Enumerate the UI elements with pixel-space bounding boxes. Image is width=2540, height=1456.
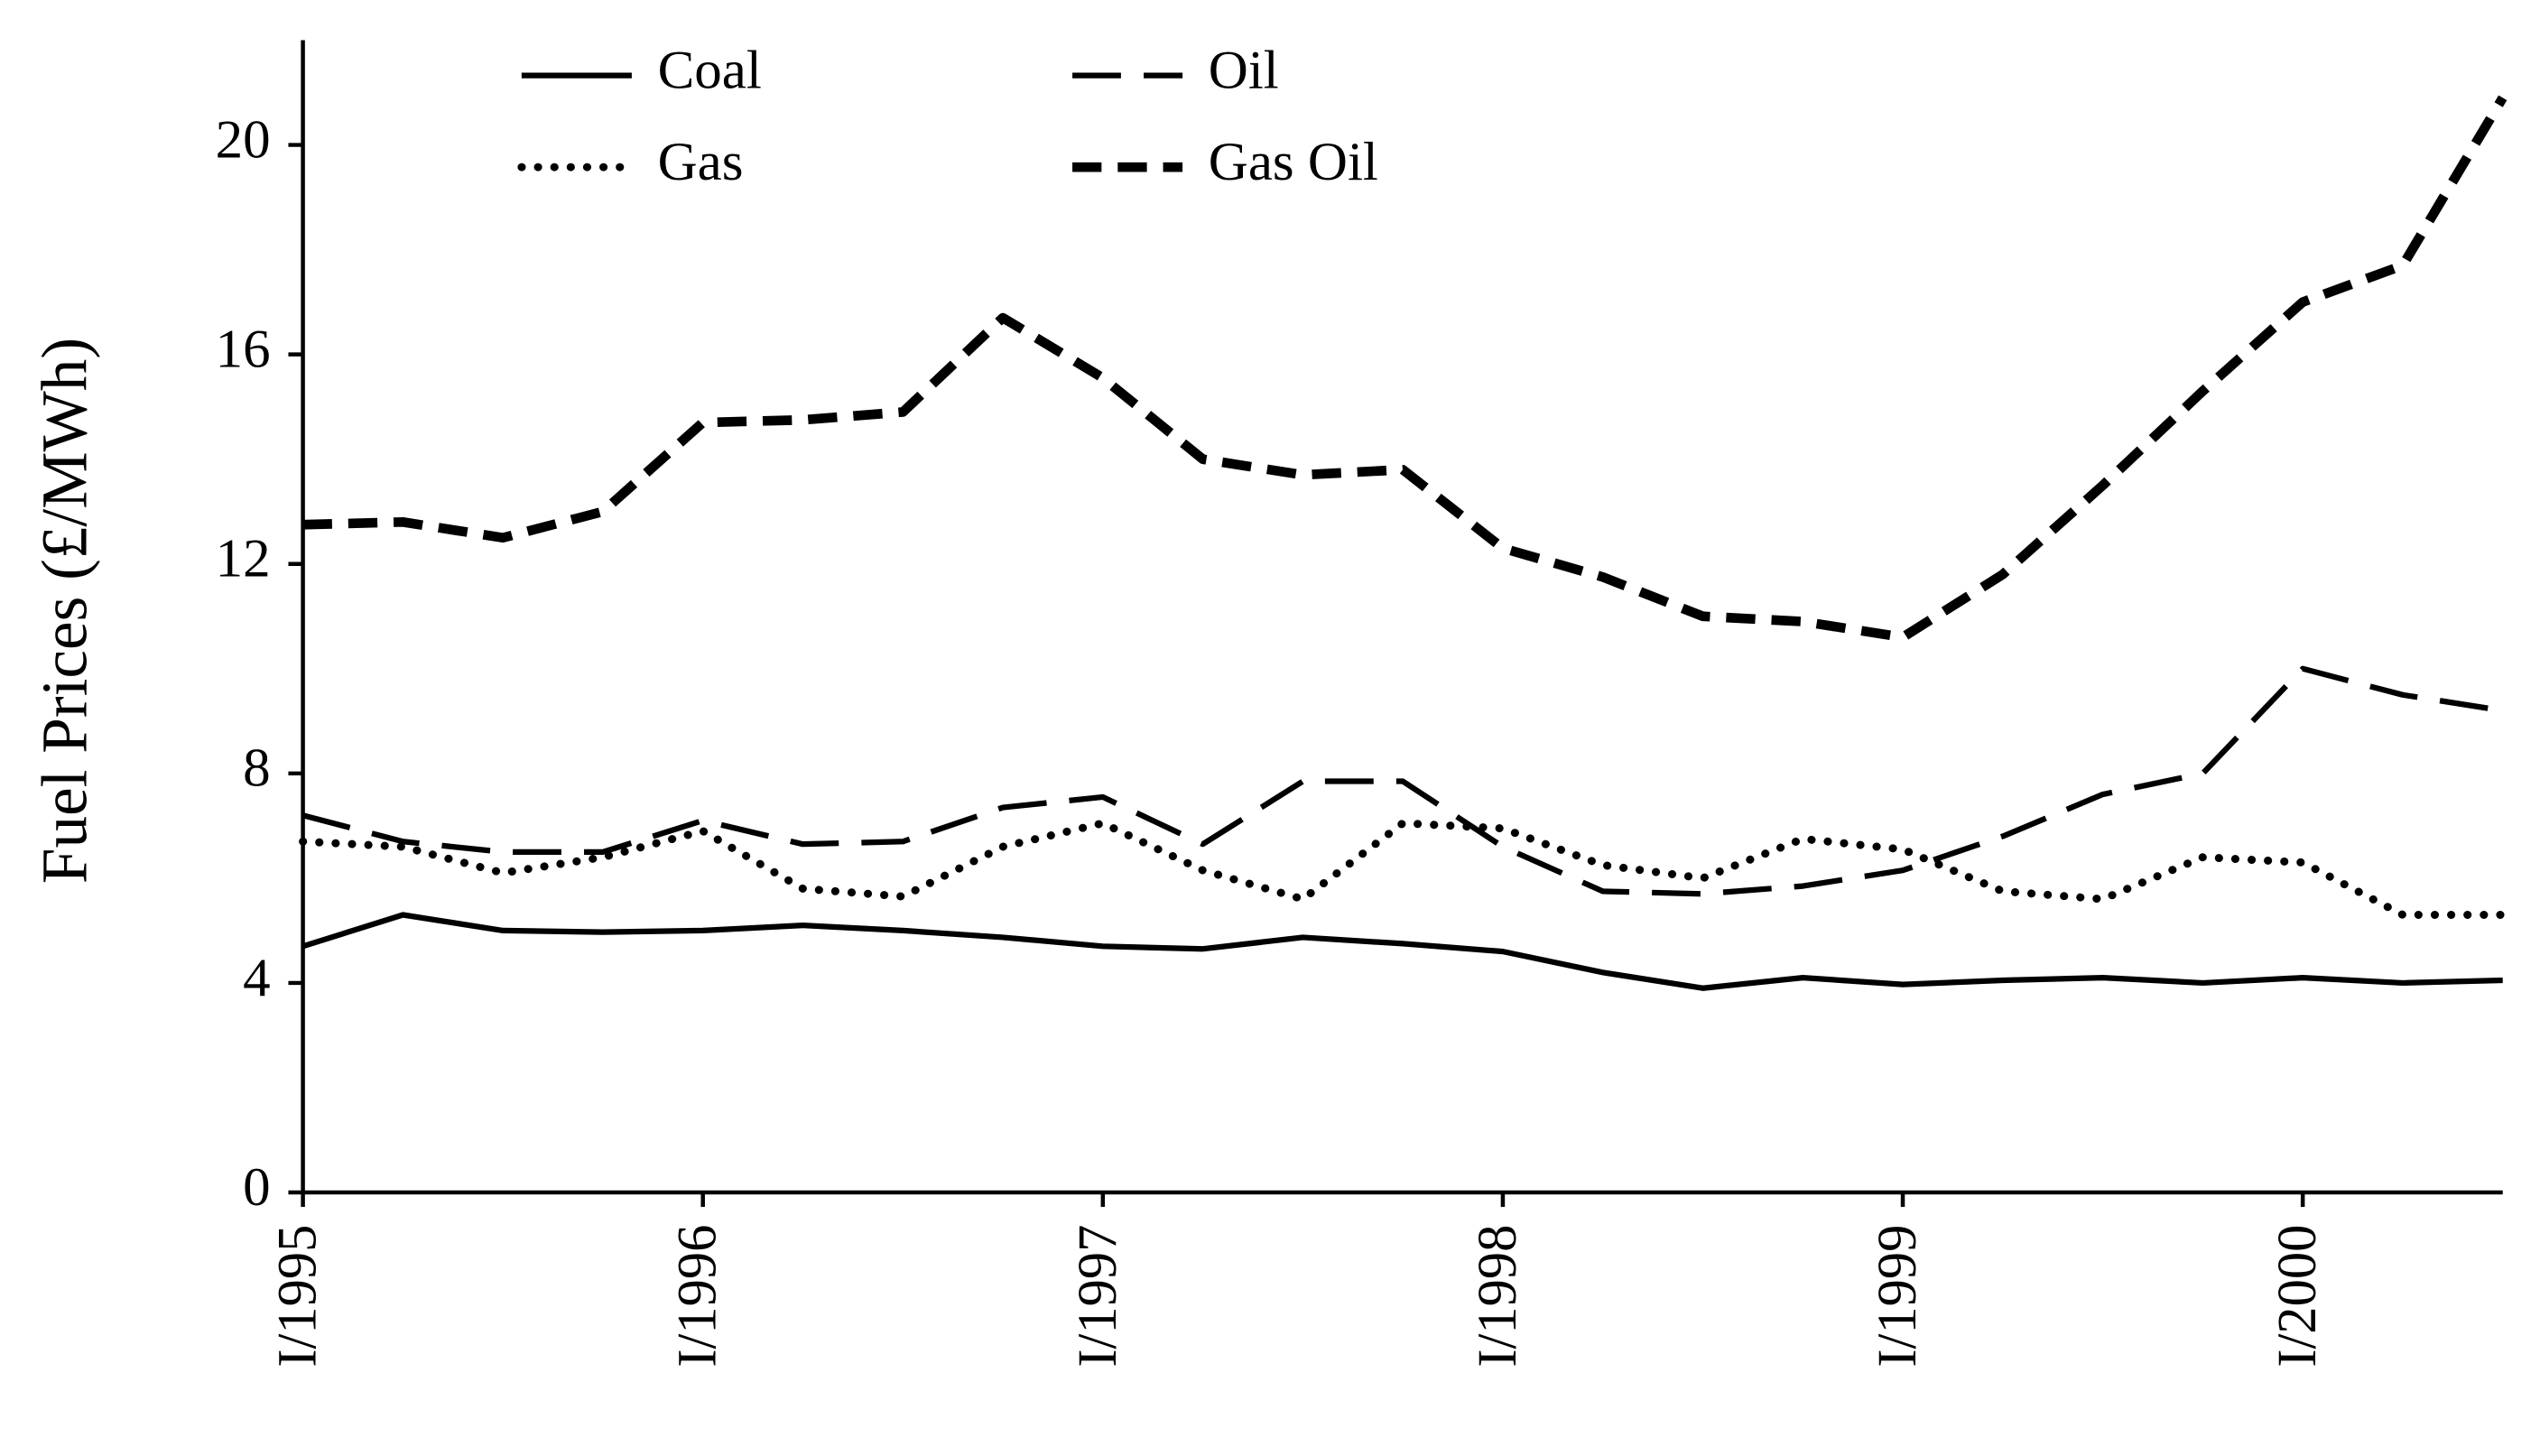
series-line	[299, 819, 2508, 919]
x-tick-label: I/1999	[1868, 1225, 1928, 1368]
y-tick-label: 0	[243, 1157, 271, 1218]
y-tick-label: 20	[216, 110, 271, 171]
y-tick-label: 12	[216, 529, 271, 589]
series-line	[301, 665, 2504, 897]
legend-label: Oil	[1209, 41, 1279, 101]
y-tick-label: 16	[216, 320, 271, 380]
series-line	[302, 95, 2508, 643]
y-tick-label: 4	[243, 948, 271, 1008]
x-tick-label: I/1998	[1468, 1225, 1528, 1368]
legend-label: Coal	[658, 41, 762, 101]
x-tick-label: I/1996	[668, 1225, 728, 1368]
legend-label: Gas	[658, 132, 744, 192]
series-line	[301, 912, 2503, 991]
x-tick-label: I/2000	[2267, 1225, 2328, 1368]
legend-label: Gas Oil	[1209, 132, 1378, 192]
x-tick-label: I/1995	[267, 1225, 328, 1368]
x-tick-label: I/1997	[1068, 1225, 1128, 1368]
y-tick-label: 8	[243, 738, 271, 799]
y-axis-label: Fuel Prices (£/MWh)	[29, 338, 100, 884]
